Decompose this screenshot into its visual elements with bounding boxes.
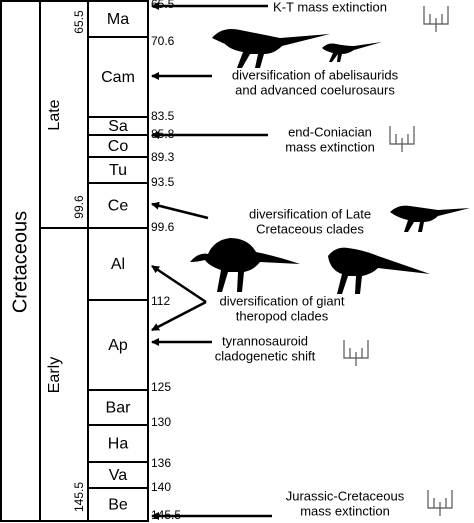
stage-label: Co [108,138,129,155]
annotation: diversification of abelisaurids [232,67,399,82]
stage-label: Ha [108,436,129,453]
annotation: Cretaceous clades [256,221,364,236]
dinosaur-silhouette [322,42,382,62]
annotation: Jurassic-Cretaceous [286,488,405,503]
arrow [151,264,207,304]
annotation: tyrannosauroid [222,333,308,348]
dinosaur-silhouette [390,205,470,232]
epoch-label: Early [46,357,63,393]
annotation: diversification of Late [249,206,371,221]
arrows [151,2,272,520]
stage-label: Ma [107,11,129,28]
silhouettes [190,29,470,294]
cladograms [343,6,453,516]
annotation: diversification of giant [219,293,344,308]
stage-label: Ap [108,337,128,354]
annotation: K-T mass extinction [273,0,387,14]
age-label: 93.5 [151,175,175,189]
stage-label: Sa [108,118,128,135]
annotation: theropod clades [236,308,329,323]
age-label: 99.6 [151,220,175,234]
age-label: 145.5 [151,508,181,522]
age-label: 125 [151,380,171,394]
stage-label: Va [109,467,127,484]
age-label: 130 [151,415,171,429]
age-label: 70.6 [151,34,175,48]
stage-label: Bar [106,400,132,417]
dinosaur-silhouette [328,247,430,294]
cladogram [423,6,449,32]
dinosaur-silhouette [190,238,300,292]
age-label: 140 [151,480,171,494]
annotation: and advanced coelurosaurs [235,82,395,97]
dinosaur-silhouette [212,29,330,68]
cladogram [343,340,369,366]
stage-box [87,487,149,522]
epoch-age: 99.6 [72,195,86,219]
age-label: 112 [151,294,170,308]
annotation: mass extinction [300,503,390,518]
stage-label: Tu [109,162,127,179]
cladogram [427,490,453,516]
stage-label: Cam [101,69,135,86]
stage-label: Ce [108,198,129,215]
epoch-age: 145.5 [72,482,86,512]
annotation: cladogenetic shift [215,348,316,363]
age-label: 65.5 [151,0,175,11]
arrow [151,201,209,220]
annotation: end-Coniacian [288,124,372,139]
age-label: 136 [151,456,171,470]
age-label: 85.8 [151,127,175,141]
period-label: Cretaceous [9,211,31,313]
stage-label: Al [111,256,125,273]
annotation: mass extinction [285,139,375,154]
age-label: 89.3 [151,150,175,164]
stage-label: Be [108,497,128,514]
cladogram [389,126,415,152]
epoch-label: Late [46,99,63,130]
epoch-age: 65.5 [72,10,86,34]
arrow [151,300,207,332]
age-label: 83.5 [151,109,175,123]
